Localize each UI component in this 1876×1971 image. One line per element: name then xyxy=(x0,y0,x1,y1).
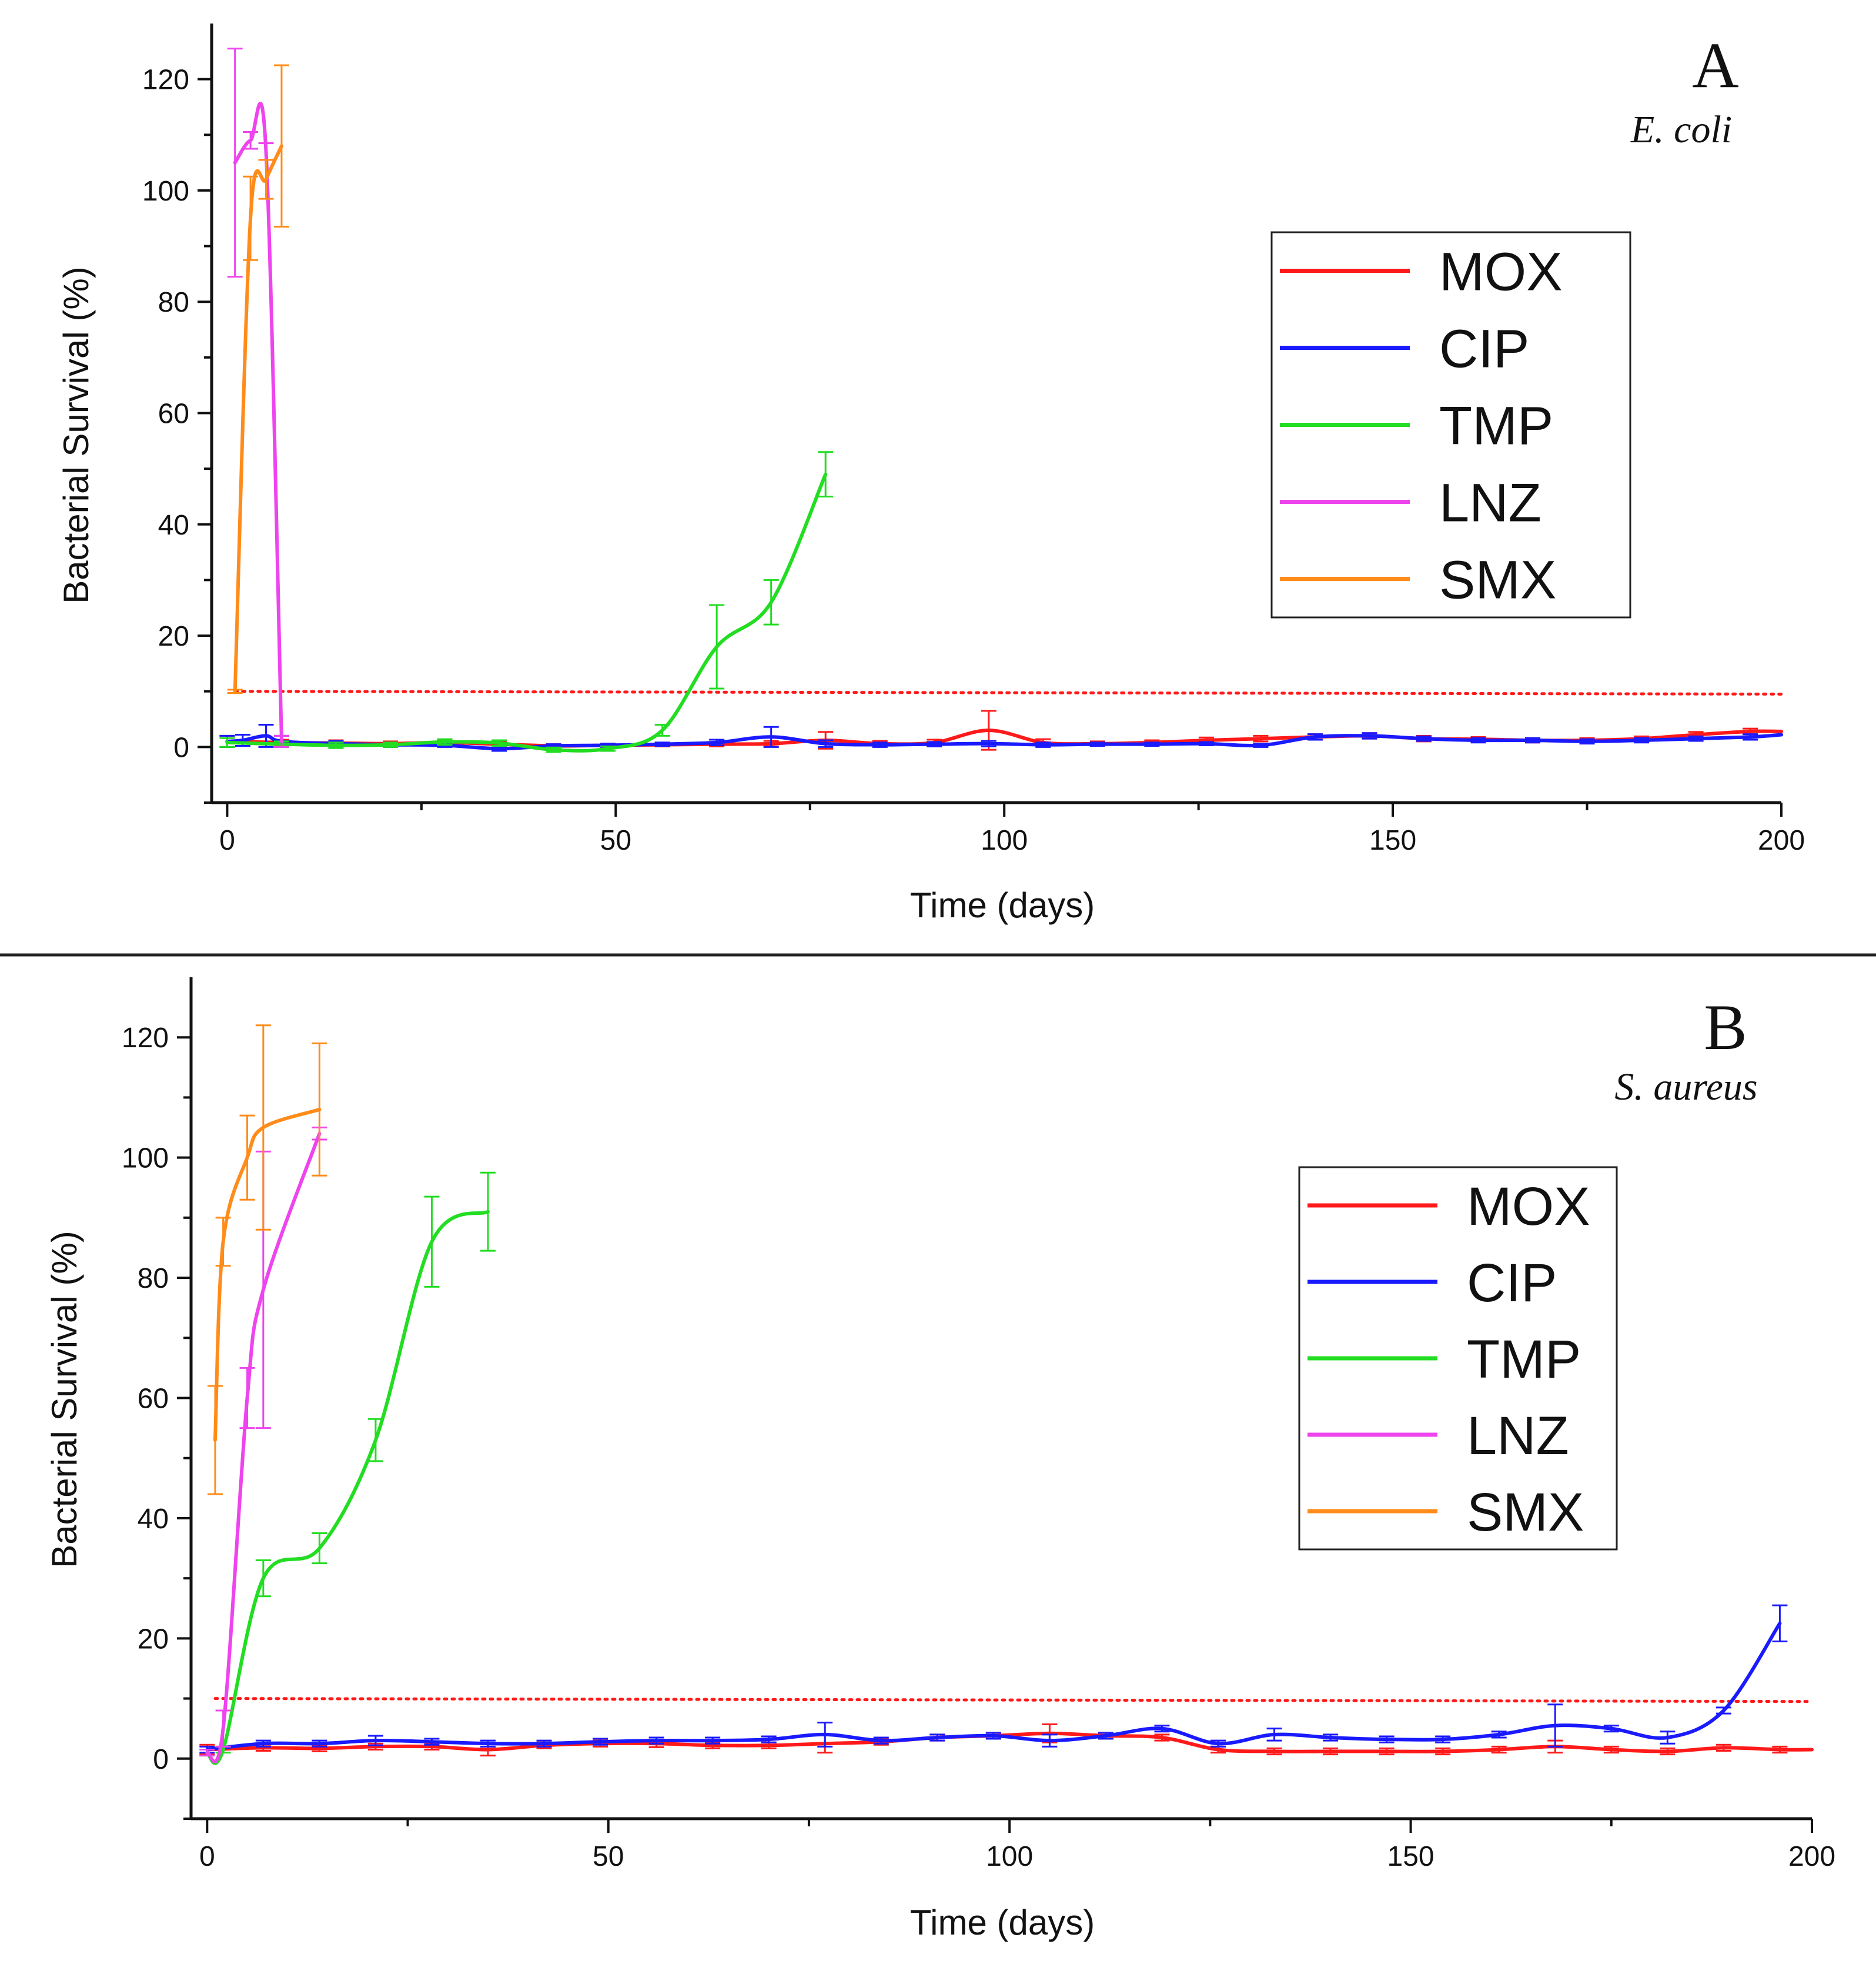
panel-a-legend-label-smx: SMX xyxy=(1439,550,1556,610)
panel-a-y-tick-label: 0 xyxy=(173,732,189,763)
panel-b-threshold-line xyxy=(213,1697,1814,1703)
panel-a-lnz-line xyxy=(233,101,283,743)
panel-b-x-tick-label: 200 xyxy=(1788,1841,1835,1872)
panel-a-threshold-line xyxy=(233,690,1783,696)
panel-b-series-tmp xyxy=(199,1171,496,1765)
panel-b-x-tick-label: 100 xyxy=(986,1841,1033,1872)
panel-b-legend-label-cip: CIP xyxy=(1467,1253,1557,1313)
panel-b-y-tick-label: 0 xyxy=(153,1744,169,1775)
panel-b-smx-line xyxy=(213,1107,322,1442)
panel-b-cip-line xyxy=(205,1621,1782,1752)
panel-b-ylabel: Bacterial Survival (%) xyxy=(45,1231,84,1568)
panel-b-legend-label-tmp: TMP xyxy=(1467,1329,1581,1389)
panel-b-y-tick-label: 40 xyxy=(138,1504,169,1535)
panel-a-x-tick-label: 100 xyxy=(981,825,1028,856)
panel-a-legend-label-lnz: LNZ xyxy=(1439,473,1541,533)
panel-a-y-tick-label: 20 xyxy=(158,621,189,652)
panel-b-series-cip xyxy=(199,1604,1788,1754)
panel-b-legend: MOX CIP TMP LNZ SMX xyxy=(1298,1166,1618,1551)
panel-a-legend: MOX CIP TMP LNZ SMX xyxy=(1270,231,1631,619)
panel-a-x-tick-label: 200 xyxy=(1758,825,1805,856)
panel-a-organism: E. coli xyxy=(1630,108,1732,151)
panel-b-legend-label-lnz: LNZ xyxy=(1467,1406,1569,1466)
panel-b-xlabel: Time (days) xyxy=(910,1903,1095,1942)
panel-b-y-tick-label: 60 xyxy=(138,1384,169,1415)
panel-b-series-smx xyxy=(207,1024,327,1495)
panel-b-legend-label-mox: MOX xyxy=(1467,1177,1590,1237)
panel-a-tmp-line xyxy=(225,472,828,753)
panel-b-y-tick-label: 100 xyxy=(122,1143,169,1174)
panel-a-legend-label-tmp: TMP xyxy=(1439,396,1553,456)
panel-b-x-tick-label: 0 xyxy=(199,1841,215,1872)
panel-b-letter: B xyxy=(1704,991,1747,1063)
panel-a-ylabel: Bacterial Survival (%) xyxy=(56,266,96,604)
panel-a-series-lnz xyxy=(227,48,289,748)
panel-b-lnz-line xyxy=(205,1131,322,1763)
panel-a-y-tick-label: 80 xyxy=(158,287,189,318)
panel-a-x-tick-label: 0 xyxy=(219,825,235,856)
panel-b-series xyxy=(199,1024,1814,1765)
panel-b-legend-label-smx: SMX xyxy=(1467,1482,1584,1542)
panel-a-x-tick-label: 50 xyxy=(600,825,631,856)
panel-a-x-tick-label: 150 xyxy=(1369,825,1416,856)
panel-a-legend-label-mox: MOX xyxy=(1439,242,1563,302)
panel-a: 0 20 40 60 80 100 120 0 50 100 150 200 A E. coli Ti… xyxy=(56,24,1805,925)
panel-a-y-tick-label: 100 xyxy=(142,176,189,207)
panel-b-tmp-line xyxy=(205,1210,490,1765)
panel-a-smx-line xyxy=(233,144,283,693)
panel-b-y-tick-label: 80 xyxy=(138,1263,169,1294)
panel-a-series-cip xyxy=(219,724,1783,752)
panel-b-y-tick-label: 20 xyxy=(138,1623,169,1655)
panel-b-x-tick-label: 50 xyxy=(593,1841,624,1872)
panel-b-organism: S. aureus xyxy=(1614,1065,1757,1108)
panel-a-cip-line xyxy=(225,733,1783,751)
panel-a-axes: 0 20 40 60 80 100 120 0 50 100 150 200 xyxy=(142,24,1805,856)
panel-a-series-tmp xyxy=(219,451,834,753)
panel-b-series-mox xyxy=(199,1723,1814,1757)
panel-a-y-tick-label: 60 xyxy=(158,399,189,430)
panel-b-y-tick-label: 120 xyxy=(122,1023,169,1054)
panel-a-xlabel: Time (days) xyxy=(910,886,1095,925)
panel-a-legend-label-cip: CIP xyxy=(1439,319,1529,379)
panel-a-y-tick-label: 40 xyxy=(158,510,189,541)
panel-b-axes: 0 20 40 60 80 100 120 0 50 100 150 200 xyxy=(122,977,1835,1872)
panel-a-series-smx xyxy=(227,64,289,694)
panel-a-series xyxy=(219,48,1783,753)
panel-b-x-tick-label: 150 xyxy=(1387,1841,1434,1872)
panel-a-y-tick-label: 120 xyxy=(142,65,189,96)
panel-a-letter: A xyxy=(1692,29,1738,101)
